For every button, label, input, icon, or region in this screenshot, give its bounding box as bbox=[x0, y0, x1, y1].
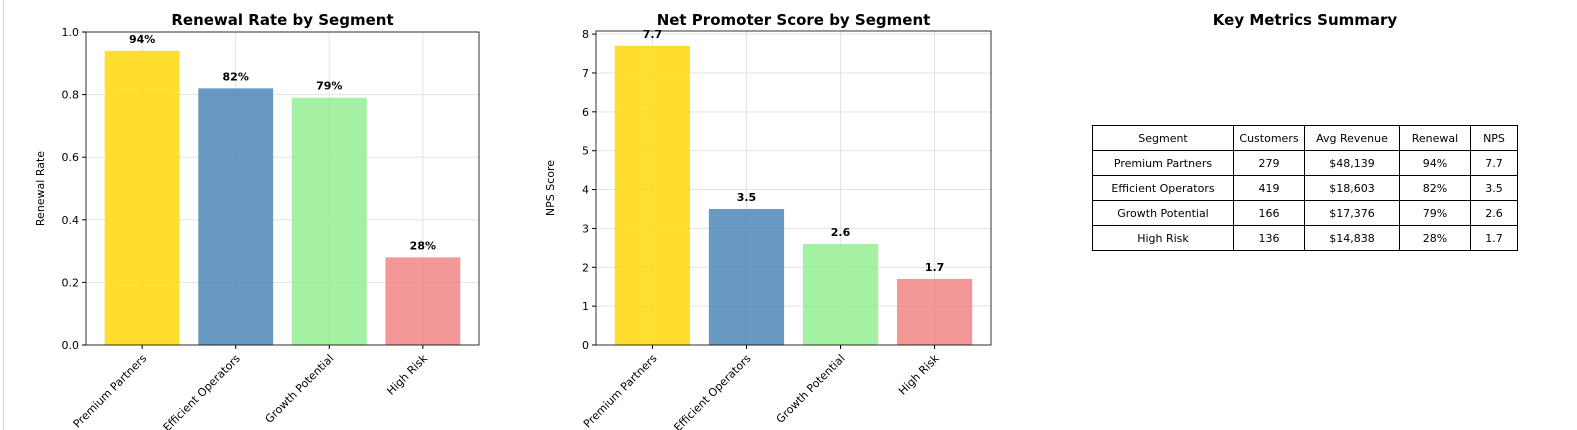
table-cell: Premium Partners bbox=[1092, 150, 1234, 176]
table-row: Growth Potential 166 $17,376 79% 2.6 bbox=[1092, 200, 1518, 226]
table-header-row: Segment Customers Avg Revenue Renewal NP… bbox=[1092, 125, 1518, 151]
chart-title: Renewal Rate by Segment bbox=[171, 11, 393, 29]
data-label: 28% bbox=[410, 239, 436, 252]
table-cell: 136 bbox=[1233, 225, 1305, 251]
x-tick-label: Growth Potential bbox=[774, 352, 848, 426]
chart-title: Net Promoter Score by Segment bbox=[657, 11, 931, 29]
renewal-rate-chart: Renewal Rate by Segment Renewal Rate 0.0 0.… bbox=[34, 11, 480, 430]
y-tick-label: 8 bbox=[582, 28, 589, 41]
plot-frame bbox=[595, 30, 992, 346]
y-axis-label: Renewal Rate bbox=[34, 151, 47, 226]
col-header-renewal: Renewal bbox=[1399, 125, 1471, 151]
col-header-avg-revenue: Avg Revenue bbox=[1304, 125, 1400, 151]
table-cell: $18,603 bbox=[1304, 175, 1400, 201]
table-cell: 419 bbox=[1233, 175, 1305, 201]
col-header-nps: NPS bbox=[1470, 125, 1518, 151]
bar bbox=[198, 88, 274, 345]
data-label: 3.5 bbox=[737, 191, 757, 204]
data-label: 7.7 bbox=[643, 28, 663, 41]
data-label: 1.7 bbox=[925, 261, 945, 274]
table-cell: 7.7 bbox=[1470, 150, 1518, 176]
y-tick-label: 0 bbox=[582, 339, 589, 352]
table-cell: 166 bbox=[1233, 200, 1305, 226]
bar bbox=[104, 50, 180, 345]
y-tick-label: 0.4 bbox=[62, 214, 80, 227]
bar bbox=[802, 243, 879, 345]
col-header-segment: Segment bbox=[1092, 125, 1234, 151]
y-tick-label: 6 bbox=[582, 106, 589, 119]
bar bbox=[614, 45, 691, 345]
table-cell: High Risk bbox=[1092, 225, 1234, 251]
y-tick-label: 1 bbox=[582, 300, 589, 313]
left-edge-divider bbox=[3, 0, 4, 430]
table-cell: 279 bbox=[1233, 150, 1305, 176]
y-tick-label: 0.0 bbox=[62, 339, 80, 352]
y-tick-label: 7 bbox=[582, 67, 589, 80]
table-title: Key Metrics Summary bbox=[1212, 11, 1398, 29]
table-cell: 79% bbox=[1399, 200, 1471, 226]
plot-frame bbox=[85, 31, 480, 346]
table-cell: 1.7 bbox=[1470, 225, 1518, 251]
y-tick-label: 0.8 bbox=[62, 89, 80, 102]
table-cell: $17,376 bbox=[1304, 200, 1400, 226]
x-tick-label: High Risk bbox=[896, 351, 942, 397]
y-tick-label: 2 bbox=[582, 261, 589, 274]
data-label: 82% bbox=[223, 70, 249, 83]
data-label: 79% bbox=[316, 80, 342, 93]
bar bbox=[385, 257, 461, 345]
y-tick-label: 5 bbox=[582, 145, 589, 158]
key-metrics-table: Segment Customers Avg Revenue Renewal NP… bbox=[1092, 125, 1518, 251]
bar bbox=[291, 97, 367, 345]
table-cell: 2.6 bbox=[1470, 200, 1518, 226]
x-tick-label: Efficient Operators bbox=[671, 352, 753, 430]
table-cell: Growth Potential bbox=[1092, 200, 1234, 226]
y-tick-label: 0.2 bbox=[62, 276, 80, 289]
data-label: 94% bbox=[129, 33, 155, 46]
table-cell: 82% bbox=[1399, 175, 1471, 201]
bar bbox=[896, 278, 973, 345]
y-tick-label: 1.0 bbox=[62, 26, 80, 39]
col-header-customers: Customers bbox=[1233, 125, 1305, 151]
table-row: High Risk 136 $14,838 28% 1.7 bbox=[1092, 225, 1518, 251]
y-tick-label: 3 bbox=[582, 222, 589, 235]
table-cell: 3.5 bbox=[1470, 175, 1518, 201]
y-tick-label: 0.6 bbox=[62, 151, 80, 164]
table-cell: 28% bbox=[1399, 225, 1471, 251]
x-tick-label: Premium Partners bbox=[581, 352, 660, 430]
table-cell: $14,838 bbox=[1304, 225, 1400, 251]
table-cell: Efficient Operators bbox=[1092, 175, 1234, 201]
y-axis-label: NPS Score bbox=[544, 160, 557, 216]
table-cell: 94% bbox=[1399, 150, 1471, 176]
y-tick-label: 4 bbox=[582, 184, 589, 197]
table-row: Efficient Operators 419 $18,603 82% 3.5 bbox=[1092, 175, 1518, 201]
bar bbox=[708, 208, 785, 345]
data-label: 2.6 bbox=[831, 226, 851, 239]
nps-chart: Net Promoter Score by Segment NPS Score 0 1… bbox=[544, 11, 992, 430]
table-cell: $48,139 bbox=[1304, 150, 1400, 176]
table-row: Premium Partners 279 $48,139 94% 7.7 bbox=[1092, 150, 1518, 176]
